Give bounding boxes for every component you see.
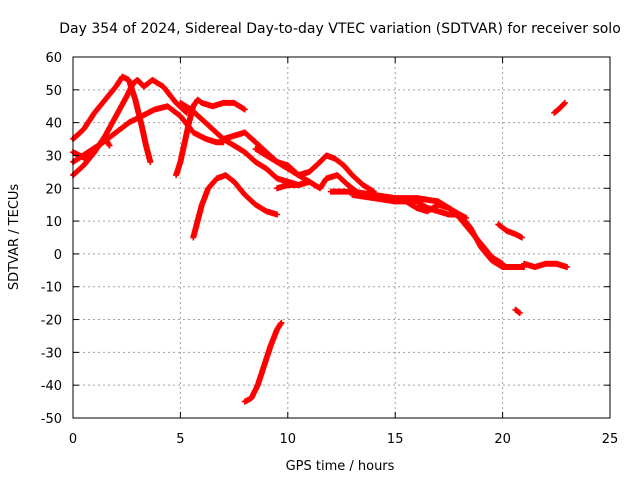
- y-axis-label: SDTVAR / TECUs: [7, 184, 22, 291]
- y-tick-label: 30: [45, 149, 62, 164]
- y-tick-label: 20: [45, 182, 62, 197]
- x-tick-label: 15: [387, 432, 404, 447]
- series-arc-14: [392, 195, 470, 221]
- series-arc-10: [241, 319, 285, 405]
- series-arc-15: [495, 221, 525, 241]
- series-markers: [512, 306, 523, 316]
- y-tick-label: -20: [41, 314, 62, 329]
- y-tick-label: -10: [41, 281, 62, 296]
- series-markers: [349, 191, 506, 267]
- series-markers: [495, 221, 525, 241]
- series-markers: [190, 172, 281, 241]
- y-tick-label: 60: [45, 51, 62, 66]
- data-series: [70, 73, 570, 405]
- y-tick-label: 0: [54, 248, 62, 263]
- chart-title: Day 354 of 2024, Sidereal Day-to-day VTE…: [59, 21, 621, 37]
- axis-ticks: 0 5 10 15 20 25 -50 -40 -30 -20 -10 0 10 20 30 40 50 60: [41, 51, 619, 447]
- series-markers: [521, 260, 570, 270]
- x-tick-label: 25: [602, 432, 619, 447]
- series-arc-6: [190, 172, 281, 241]
- y-tick-label: -40: [41, 379, 62, 394]
- series-markers: [173, 96, 248, 179]
- series-arc-16: [512, 306, 523, 316]
- y-tick-label: 40: [45, 117, 62, 132]
- series-arc-5: [173, 96, 248, 179]
- plot-frame: [72, 56, 611, 419]
- series-markers: [551, 99, 568, 116]
- series-markers: [252, 145, 377, 195]
- series-arc-7: [177, 99, 360, 195]
- y-tick-label: 50: [45, 84, 62, 99]
- x-axis-label: GPS time / hours: [286, 459, 395, 474]
- series-arc-18: [551, 99, 568, 116]
- y-tick-label: 10: [45, 215, 62, 230]
- x-tick-label: 0: [69, 432, 77, 447]
- series-arc-17: [521, 260, 570, 270]
- x-tick-label: 20: [494, 432, 511, 447]
- series-markers: [177, 99, 360, 195]
- series-arc-13: [349, 191, 506, 267]
- series-markers: [274, 178, 313, 192]
- y-tick-label: -50: [41, 412, 62, 427]
- grid-lines: [73, 57, 610, 418]
- x-tick-label: 5: [176, 432, 184, 447]
- series-markers: [392, 195, 470, 221]
- series-arc-9: [252, 145, 377, 195]
- series-arc-11: [274, 178, 313, 192]
- y-tick-label: -30: [41, 346, 62, 361]
- x-tick-label: 10: [280, 432, 297, 447]
- series-markers: [241, 319, 285, 405]
